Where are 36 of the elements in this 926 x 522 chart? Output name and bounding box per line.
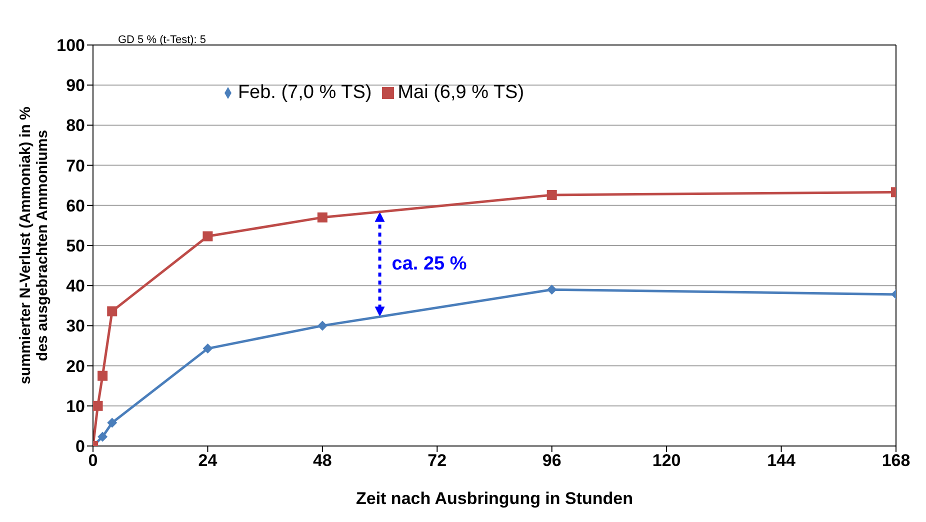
x-tick-label: 48 bbox=[312, 451, 332, 470]
point bbox=[546, 284, 557, 295]
annotation: GD 5 % (t-Test): 5 bbox=[118, 34, 206, 46]
y-tick-label: 40 bbox=[66, 276, 85, 296]
x-tick-label: 96 bbox=[542, 451, 562, 470]
y-tick-label: 10 bbox=[66, 396, 85, 416]
legend-label: Mai (6,9 % TS) bbox=[398, 82, 524, 103]
point bbox=[107, 306, 118, 316]
y-tick-label: 90 bbox=[66, 76, 85, 96]
x-tick-label: 144 bbox=[767, 451, 796, 470]
y-tick-label: 60 bbox=[66, 196, 85, 216]
x-tick-label: 72 bbox=[428, 451, 447, 470]
x-axis-title: Zeit nach Ausbringung in Stunden bbox=[356, 489, 634, 508]
y-tick-label: 100 bbox=[56, 36, 85, 56]
point bbox=[107, 418, 118, 428]
y-tick-label: 30 bbox=[66, 316, 85, 336]
x-tick-label: 0 bbox=[88, 451, 98, 470]
point bbox=[317, 212, 328, 222]
point bbox=[202, 231, 213, 242]
annotation: ca. 25 % bbox=[392, 253, 467, 274]
y-tick-label: 20 bbox=[66, 356, 85, 376]
point bbox=[93, 400, 103, 411]
point bbox=[317, 320, 328, 331]
y-tick-label: 0 bbox=[76, 437, 85, 456]
x-tick-label: 24 bbox=[198, 451, 218, 470]
point bbox=[202, 344, 213, 354]
legend-label: Feb. (7,0 % TS) bbox=[238, 82, 372, 103]
point bbox=[546, 190, 557, 200]
x-tick-label: 168 bbox=[882, 451, 910, 470]
y-tick-label: 50 bbox=[66, 236, 85, 256]
y-tick-label: 70 bbox=[66, 156, 85, 176]
point bbox=[98, 432, 108, 442]
y-axis-title: summierter N-Verlust (Ammoniak) in % des ausgebrachten Ammoniums bbox=[17, 106, 51, 384]
y-tick-label: 80 bbox=[66, 116, 85, 136]
x-tick-label: 120 bbox=[652, 451, 681, 470]
point bbox=[98, 370, 108, 381]
